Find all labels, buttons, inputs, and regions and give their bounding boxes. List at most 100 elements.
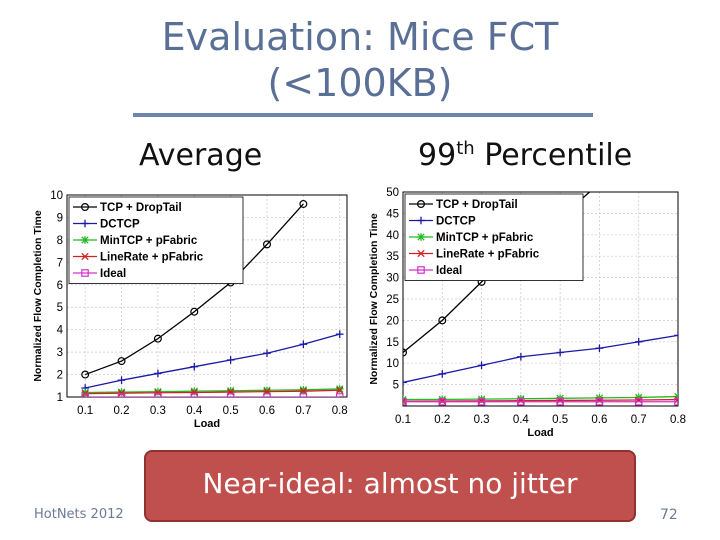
legend-label-1: DCTCP — [436, 216, 476, 228]
x-axis-label: Load — [527, 427, 553, 439]
y-axis-label: Normalized Flow Completion Time — [32, 210, 44, 381]
legend-label-4: Ideal — [100, 268, 126, 280]
y-tick-label: 6 — [57, 280, 63, 292]
subtitle-percentile-number: 99 — [418, 138, 457, 173]
legend-marker-3 — [81, 252, 89, 261]
near-ideal-callout: Near-ideal: almost no jitter — [144, 450, 636, 522]
legend-marker-4 — [417, 266, 425, 274]
data-point-3-0 — [403, 397, 407, 405]
data-point-1-4 — [226, 356, 235, 364]
data-point-0-1 — [117, 357, 126, 366]
average-fct-chart: 1 2 3 4 5 6 7 8 9 10 0.1 0.2 0.3 0.4 0.5 0.6 0.7 0.8 Load N… — [32, 190, 348, 430]
legend-marker-0 — [416, 200, 425, 209]
x-tick-label: 0.1 — [77, 405, 93, 417]
data-point-0-6 — [299, 199, 308, 208]
series-line-3 — [403, 398, 678, 402]
series-line-2 — [85, 388, 340, 394]
legend-marker-4 — [81, 269, 89, 277]
data-point-1-3 — [190, 362, 199, 371]
data-point-1-4 — [556, 348, 564, 357]
data-point-1-5 — [263, 349, 271, 358]
data-point-3-1 — [117, 389, 126, 397]
x-tick-label: 0.3 — [150, 405, 166, 417]
data-point-0-0 — [81, 370, 90, 379]
data-point-3-2 — [154, 389, 162, 397]
y-tick-label: 10 — [50, 190, 63, 202]
data-point-4-3 — [190, 393, 199, 397]
legend-marker-2 — [417, 233, 425, 241]
data-point-4-1 — [117, 393, 126, 397]
data-point-1-7 — [674, 331, 678, 340]
series-line-0 — [84, 203, 304, 376]
legend-box — [68, 196, 244, 284]
legend-label-4: Ideal — [436, 265, 462, 277]
plot-area — [403, 192, 678, 406]
legend-marker-2 — [81, 236, 89, 244]
y-tick-label: 5 — [393, 380, 399, 392]
legend-label-3: LineRate + pFabric — [436, 249, 540, 261]
data-point-0-0 — [403, 348, 407, 357]
x-tick-label: 0.5 — [552, 414, 568, 426]
data-point-2-4 — [226, 386, 235, 395]
legend-label-0: TCP + DropTail — [100, 202, 182, 214]
y-axis-label: Normalized Flow Completion Time — [368, 213, 380, 384]
x-tick-label: 0.6 — [259, 405, 275, 417]
data-point-0-3 — [190, 307, 199, 316]
legend-box — [404, 193, 584, 281]
series-line-3 — [85, 389, 340, 395]
data-point-4-4 — [556, 397, 564, 406]
data-point-4-5 — [263, 393, 271, 397]
legend-label-0: TCP + DropTail — [436, 199, 518, 211]
data-point-4-3 — [517, 397, 525, 406]
legend-marker-1 — [81, 219, 89, 228]
x-tick-label: 0.6 — [591, 414, 607, 426]
x-tick-label: 0.3 — [474, 414, 490, 426]
data-point-3-3 — [190, 388, 198, 397]
data-point-4-7 — [335, 393, 344, 397]
y-tick-label: 7 — [57, 257, 63, 269]
x-tick-label: 0.2 — [114, 405, 130, 417]
series-line-1 — [85, 333, 340, 389]
data-point-4-5 — [595, 397, 604, 406]
x-tick-label: 0.8 — [670, 414, 686, 426]
data-point-4-6 — [634, 397, 643, 406]
data-point-1-7 — [335, 330, 344, 338]
subtitle-percentile-sup: th — [456, 138, 475, 159]
data-point-4-2 — [477, 397, 486, 406]
y-tick-label: 20 — [386, 315, 399, 327]
data-point-2-0 — [81, 388, 89, 397]
data-point-1-1 — [438, 370, 447, 378]
x-tick-label: 0.4 — [513, 414, 530, 426]
data-point-4-7 — [674, 397, 678, 406]
data-point-4-0 — [403, 397, 407, 406]
data-point-1-2 — [154, 369, 162, 378]
slide-number: 72 — [660, 507, 678, 523]
data-point-1-1 — [117, 376, 126, 384]
data-point-4-1 — [438, 397, 447, 406]
y-tick-label: 8 — [57, 235, 63, 247]
data-point-1-6 — [299, 340, 308, 349]
data-point-3-7 — [336, 386, 344, 394]
y-tick-label: 9 — [57, 212, 63, 224]
legend-label-1: DCTCP — [100, 219, 140, 231]
subtitle-percentile-text: Percentile — [474, 138, 633, 173]
x-tick-label: 0.2 — [434, 414, 450, 426]
legend-label-2: MinTCP + pFabric — [100, 235, 198, 247]
data-point-2-5 — [263, 386, 271, 395]
x-tick-label: 0.1 — [395, 414, 411, 426]
plot-frame — [402, 191, 679, 407]
x-tick-label: 0.4 — [186, 405, 203, 417]
data-point-1-2 — [477, 361, 486, 370]
y-tick-label: 10 — [386, 358, 399, 370]
y-tick-label: 35 — [386, 251, 399, 263]
y-tick-label: 50 — [386, 187, 399, 199]
y-tick-label: 40 — [386, 230, 399, 242]
legend-marker-0 — [80, 203, 89, 212]
data-point-4-0 — [81, 393, 89, 397]
y-tick-label: 2 — [57, 370, 63, 382]
y-tick-label: 30 — [386, 273, 399, 285]
data-point-1-0 — [403, 378, 407, 387]
slide-title-line1: Evaluation: Mice FCT — [161, 15, 559, 59]
percentile-fct-chart: 5 10 15 20 25 30 35 40 45 50 0.1 0.2 0.3 0.4 0.5 0.6 0.7… — [368, 187, 686, 439]
footer-venue: HotNets 2012 — [34, 507, 124, 522]
